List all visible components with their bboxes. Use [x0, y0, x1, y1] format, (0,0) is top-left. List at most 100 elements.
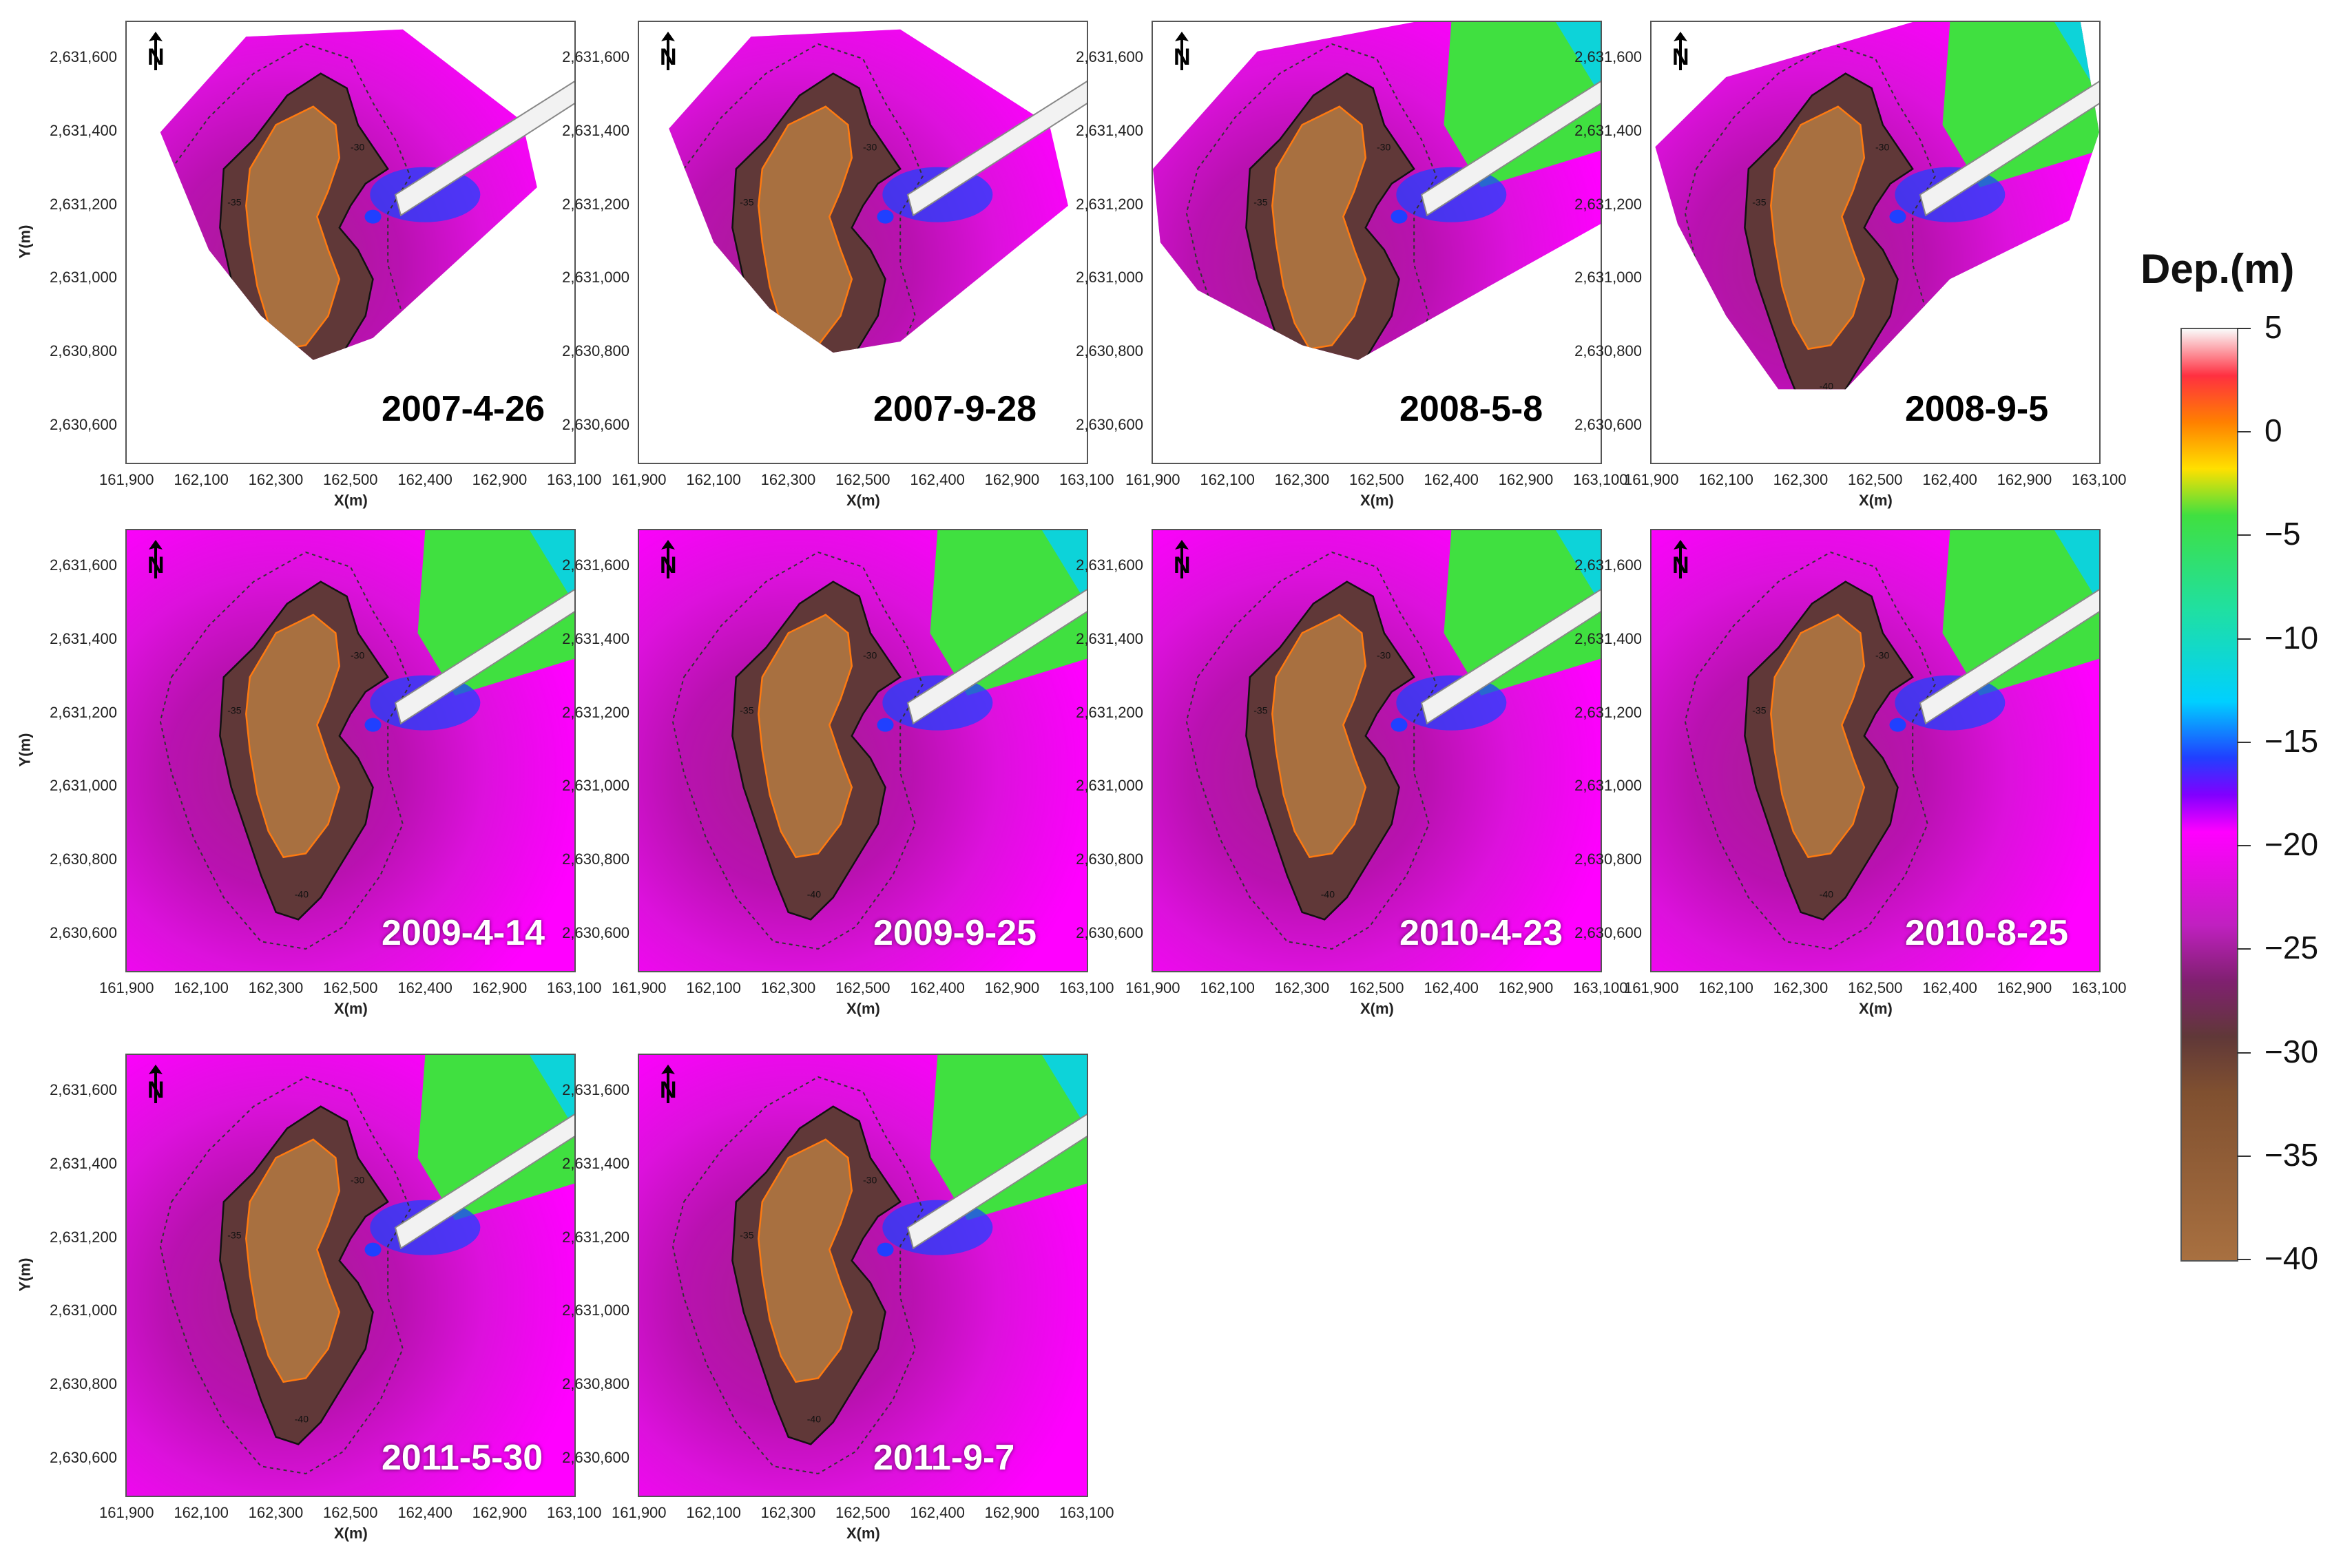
north-arrow-icon: N: [1668, 539, 1698, 578]
north-arrow-icon: N: [143, 30, 174, 70]
x-tick-label: 162,900: [1997, 979, 2052, 996]
colorbar-tick-mark: [2237, 638, 2251, 640]
y-tick-label: 2,630,800: [50, 342, 117, 359]
survey-date-label: 2009-4-14: [382, 913, 545, 953]
y-tick-label: 2,631,400: [562, 122, 629, 139]
y-tick-label: 2,630,600: [562, 1448, 629, 1466]
contour-label: -30: [863, 142, 877, 153]
north-label: N: [1672, 44, 1689, 70]
y-tick-label: 2,631,000: [50, 1302, 117, 1319]
contour-label: -30: [863, 650, 877, 661]
breakwater: [1420, 589, 1601, 725]
y-tick-label: 2,631,200: [50, 703, 117, 721]
shallow-area: [1942, 530, 2099, 696]
y-tick-label: 2,630,800: [1574, 342, 1642, 359]
contour-label: -40: [807, 888, 821, 899]
north-arrow-icon: N: [1169, 30, 1200, 70]
colorbar-tick-label: −35: [2264, 1136, 2319, 1173]
x-tick-label: 163,100: [1059, 1504, 1114, 1521]
y-tick-label: 2,630,800: [562, 342, 629, 359]
contour-label: -40: [1820, 380, 1833, 391]
x-tick-label: 163,100: [2072, 471, 2127, 488]
x-axis-title: X(m): [334, 492, 368, 509]
y-tick-label: 2,630,600: [50, 923, 117, 941]
shallow-area: [417, 530, 574, 696]
x-tick-label: 163,100: [1573, 979, 1628, 996]
x-tick-label: 161,900: [99, 979, 154, 996]
survey-date-label: 2007-9-28: [873, 389, 1037, 429]
x-axis-title: X(m): [846, 492, 880, 509]
x-axis-title: X(m): [1360, 492, 1394, 509]
x-tick-label: 162,400: [1424, 471, 1479, 488]
bathymetry-map: -35 -40 -30: [639, 1055, 1087, 1496]
y-tick-label: 2,631,600: [562, 556, 629, 574]
map-panel: -35 -40 -30 N 2007-4-26: [125, 21, 576, 464]
breakwater: [394, 81, 574, 217]
x-tick-label: 162,400: [910, 1504, 965, 1521]
map-panel: -35 -40 -30 N 2009-9-25: [638, 529, 1088, 972]
x-tick-label: 162,100: [174, 1504, 229, 1521]
x-tick-label: 162,900: [472, 1504, 528, 1521]
colorbar-title: Dep.(m): [2141, 246, 2295, 292]
x-axis-title: X(m): [334, 1000, 368, 1017]
x-tick-label: 162,900: [472, 471, 528, 488]
breakwater: [394, 1114, 574, 1250]
y-tick-label: 2,631,400: [50, 630, 117, 647]
x-tick-label: 162,900: [984, 471, 1040, 488]
y-tick-label: 2,630,800: [50, 1375, 117, 1392]
map-panel: -35 -40 -30 N 2011-9-7: [638, 1054, 1088, 1497]
north-arrow-icon: N: [143, 539, 174, 578]
y-tick-label: 2,630,600: [50, 1448, 117, 1466]
colorbar-tick-label: −20: [2264, 826, 2319, 863]
north-arrow-icon: N: [143, 1063, 174, 1103]
y-tick-label: 2,631,000: [50, 777, 117, 795]
colorbar-tick-label: −10: [2264, 619, 2319, 656]
survey-date-label: 2011-5-30: [382, 1438, 543, 1478]
survey-date-label: 2010-4-23: [1399, 913, 1563, 953]
bathymetry-map: -35 -40 -30: [1652, 530, 2099, 971]
y-tick-label: 2,631,000: [50, 269, 117, 286]
survey-date-label: 2008-5-8: [1399, 389, 1543, 429]
contour-label: -35: [227, 197, 241, 208]
shallow-area: [930, 1055, 1087, 1220]
map-panel: -35 -40 -30 N 2010-8-25: [1650, 529, 2101, 972]
breakwater: [906, 589, 1087, 725]
contour-label: -30: [351, 650, 364, 661]
contour-label: -40: [1820, 888, 1833, 899]
map-panel: -35 -40 -30 N 2008-9-5: [1650, 21, 2101, 464]
y-tick-label: 2,631,200: [1076, 195, 1143, 213]
x-tick-label: 162,300: [1773, 979, 1829, 996]
y-tick-label: 2,631,600: [1574, 556, 1642, 574]
y-tick-label: 2,631,200: [1574, 195, 1642, 213]
x-tick-label: 162,400: [1922, 471, 1977, 488]
colorbar-tick-label: −40: [2264, 1240, 2319, 1276]
contour-label: -40: [295, 888, 309, 899]
x-tick-label: 162,300: [760, 471, 816, 488]
y-tick-label: 2,631,200: [562, 1228, 629, 1246]
x-tick-label: 163,100: [547, 1504, 602, 1521]
x-tick-label: 161,900: [99, 1504, 154, 1521]
x-tick-label: 162,400: [397, 1504, 452, 1521]
colorbar-tick-mark: [2237, 534, 2251, 536]
x-tick-label: 162,300: [1274, 979, 1330, 996]
north-arrow-icon: N: [656, 539, 686, 578]
x-tick-label: 161,900: [99, 471, 154, 488]
x-tick-label: 162,300: [760, 1504, 816, 1521]
bathymetry-map: -35 -40 -30: [127, 1055, 574, 1496]
x-tick-label: 162,400: [910, 979, 965, 996]
y-tick-label: 2,630,600: [562, 923, 629, 941]
y-tick-label: 2,631,600: [1076, 556, 1143, 574]
y-tick-label: 2,631,600: [50, 556, 117, 574]
x-axis-title: X(m): [1859, 492, 1893, 509]
colorbar-tick-label: −15: [2264, 722, 2319, 759]
map-panel: -35 -40 -30 N 2011-5-30: [125, 1054, 576, 1497]
bathymetry-map: -35 -40 -30: [1153, 22, 1601, 360]
y-tick-label: 2,630,600: [1574, 923, 1642, 941]
x-tick-label: 162,100: [1698, 979, 1753, 996]
x-tick-label: 162,900: [984, 1504, 1040, 1521]
breakwater: [1919, 81, 2099, 217]
shallow-area: [1942, 22, 2099, 187]
x-tick-label: 162,500: [1848, 979, 1903, 996]
x-tick-label: 162,900: [472, 979, 528, 996]
